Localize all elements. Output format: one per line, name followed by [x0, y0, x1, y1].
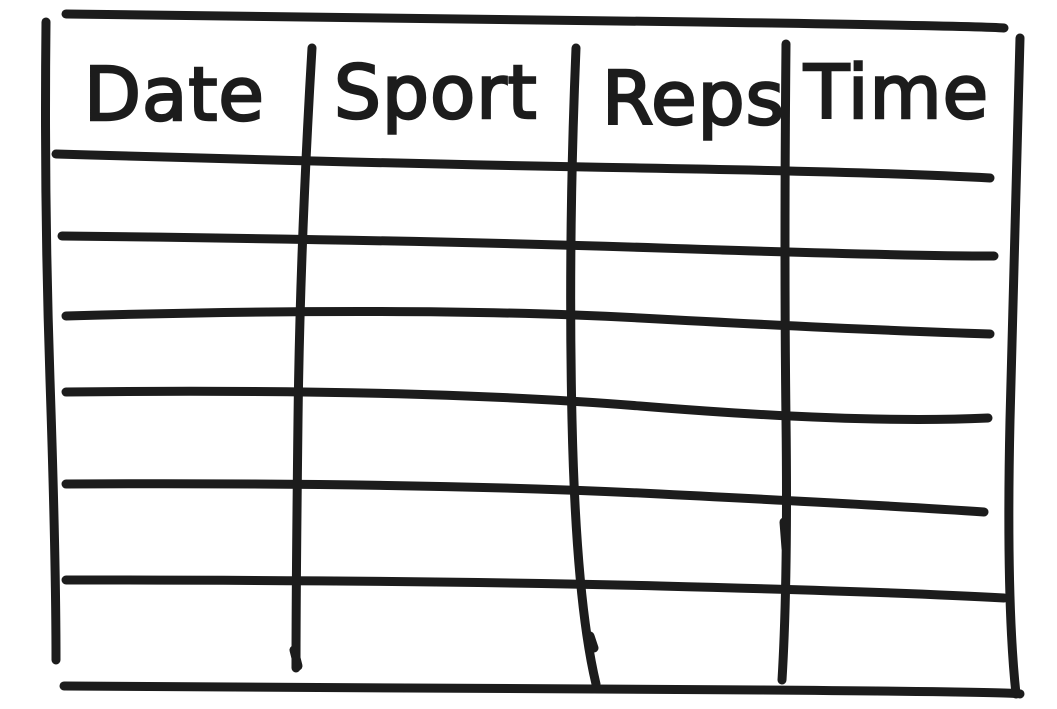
- ink-mark-reps-bottom: [585, 631, 599, 653]
- row-separator-3: [61, 386, 993, 424]
- column-divider-sport-reps: [566, 43, 601, 689]
- table-bottom-border: [59, 681, 1025, 699]
- table-left-border: [41, 17, 61, 665]
- ink-mark-time-middle: [779, 517, 791, 553]
- row-separator-2: [61, 306, 995, 339]
- table-top-border: [61, 9, 1009, 33]
- column-header-reps: Reps: [602, 56, 785, 142]
- header-row-separator: [51, 149, 995, 183]
- row-separator-5: [61, 575, 1009, 603]
- column-header-sport: Sport: [334, 50, 538, 136]
- ink-mark-date-bottom: [289, 645, 303, 671]
- row-separator-4: [61, 479, 989, 517]
- column-header-time: Time: [803, 50, 989, 136]
- table-right-border: [1004, 33, 1025, 699]
- column-divider-date-sport: [291, 43, 317, 673]
- row-separator-1: [57, 231, 999, 261]
- column-header-date: Date: [84, 52, 265, 138]
